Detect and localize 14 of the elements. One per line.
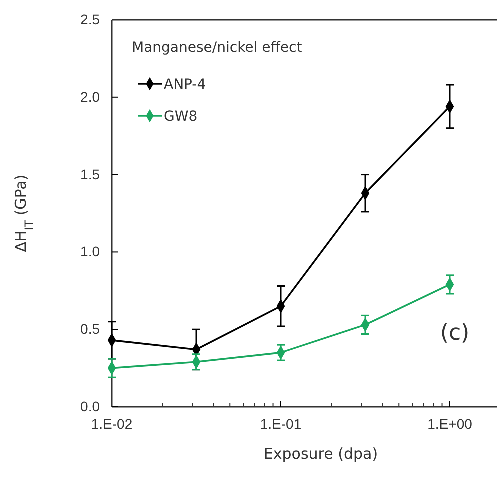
x-tick-label: 1.E-02: [91, 416, 133, 432]
annotation: (c): [440, 321, 470, 346]
y-tick-label: 0.0: [80, 398, 100, 414]
x-tick-label: 1.E-01: [260, 416, 302, 432]
y-tick-label: 2.0: [80, 88, 100, 105]
y-tick-label: 0.5: [80, 321, 100, 338]
y-tick-label: 2.5: [80, 11, 100, 28]
legend-label: ANP-4: [164, 77, 206, 93]
legend-label: GW8: [164, 109, 198, 125]
y-tick-label: 1.5: [80, 166, 100, 182]
legend-title: Manganese/nickel effect: [132, 40, 303, 56]
y-tick-label: 1.0: [80, 244, 100, 260]
x-axis-title: Exposure (dpa): [264, 445, 378, 463]
x-tick-label: 1.E+00: [428, 416, 473, 432]
